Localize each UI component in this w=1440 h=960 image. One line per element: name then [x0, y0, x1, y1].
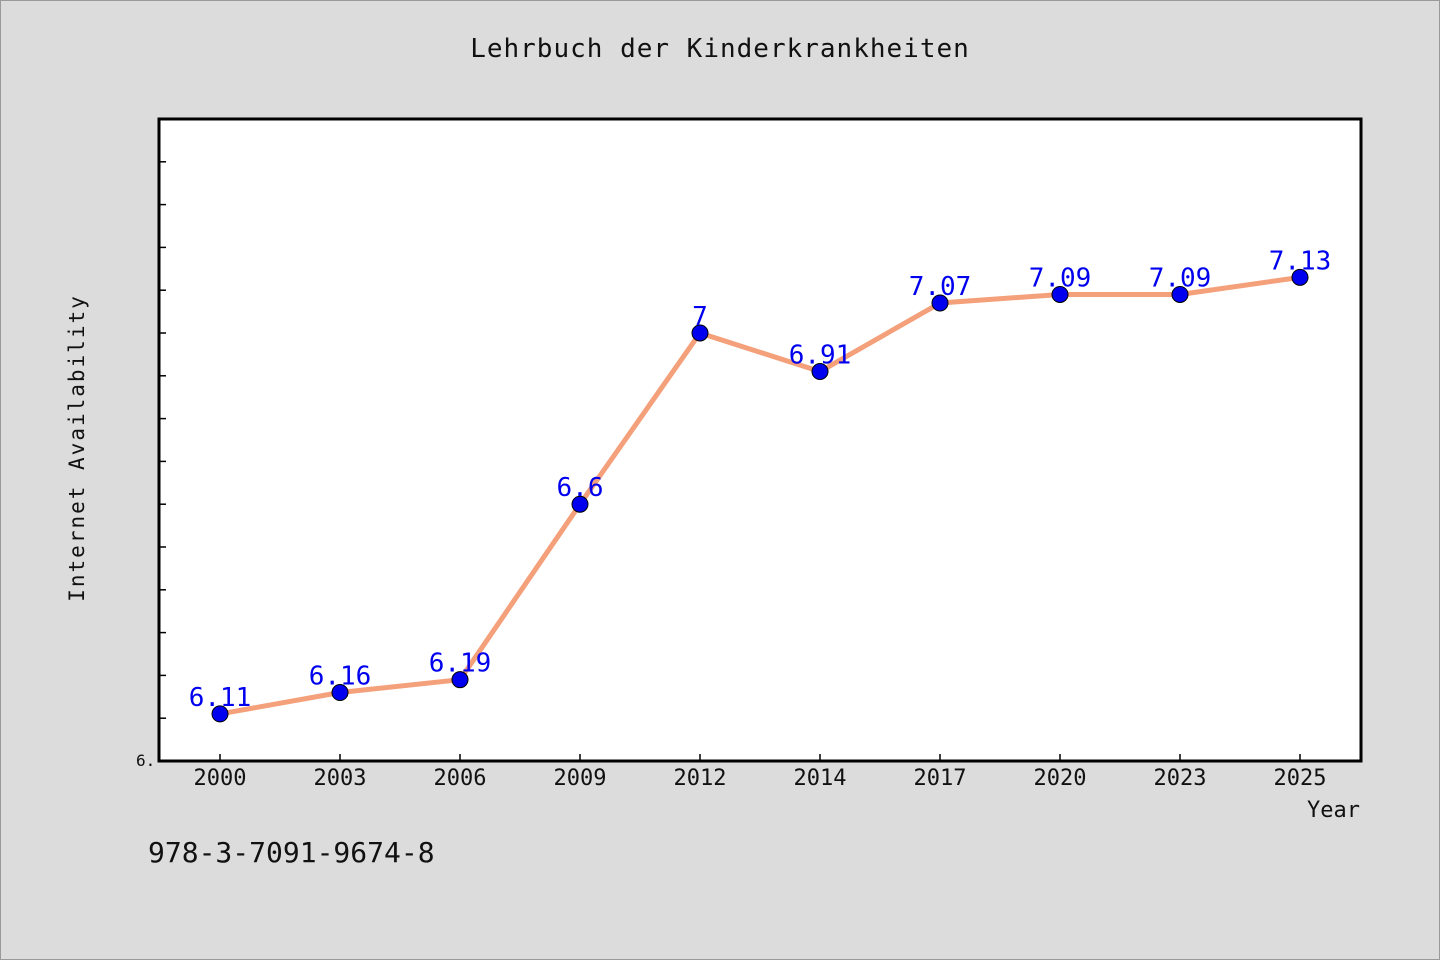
series-line	[219, 274, 1301, 717]
x-tick-label: 2003	[314, 766, 367, 791]
data-label: 6.11	[189, 683, 252, 713]
data-label: 7.13	[1269, 246, 1332, 276]
x-ticks: 2000 2003 2006 2009 2012 2014 2017 2020 2023 2025	[194, 754, 1327, 791]
y-ticks	[159, 161, 166, 762]
x-tick-label: 2020	[1034, 766, 1087, 791]
x-axis-title: Year	[1307, 798, 1360, 823]
data-point	[331, 684, 349, 702]
data-point	[1051, 285, 1069, 303]
x-tick-label: 2000	[194, 766, 247, 791]
data-label: 7.09	[1149, 263, 1212, 293]
data-point	[691, 324, 709, 342]
plot-area	[157, 117, 1363, 763]
x-tick-label: 2009	[554, 766, 607, 791]
data-label: 6.16	[309, 662, 372, 692]
x-tick-label: 2012	[674, 766, 727, 791]
x-tick-label: 2014	[794, 766, 847, 791]
data-point	[931, 294, 949, 312]
data-point	[571, 495, 589, 513]
data-markers	[211, 268, 1309, 723]
data-label: 6.6	[557, 473, 604, 503]
data-point	[451, 671, 469, 689]
chart-title: Lehrbuch der Kinderkrankheiten	[470, 34, 970, 64]
data-point	[211, 705, 229, 723]
data-label: 7.07	[909, 272, 972, 302]
data-point	[1291, 268, 1309, 286]
data-point	[811, 363, 829, 381]
x-tick-label: 2006	[434, 766, 487, 791]
data-point	[1171, 285, 1189, 303]
y-tick-label: 6.	[136, 751, 155, 770]
x-tick-label: 2023	[1154, 766, 1207, 791]
data-label: 7	[692, 302, 708, 332]
data-label: 6.19	[429, 649, 492, 679]
data-labels: 6.11 6.16 6.19 6.6 7 6.91 7.07 7.09 7.09 7.13	[189, 246, 1332, 713]
data-label: 6.91	[789, 341, 852, 371]
isbn-text: 978-3-7091-9674-8	[148, 836, 435, 869]
data-label: 7.09	[1029, 263, 1092, 293]
x-tick-label: 2017	[914, 766, 967, 791]
x-tick-label: 2025	[1274, 766, 1327, 791]
